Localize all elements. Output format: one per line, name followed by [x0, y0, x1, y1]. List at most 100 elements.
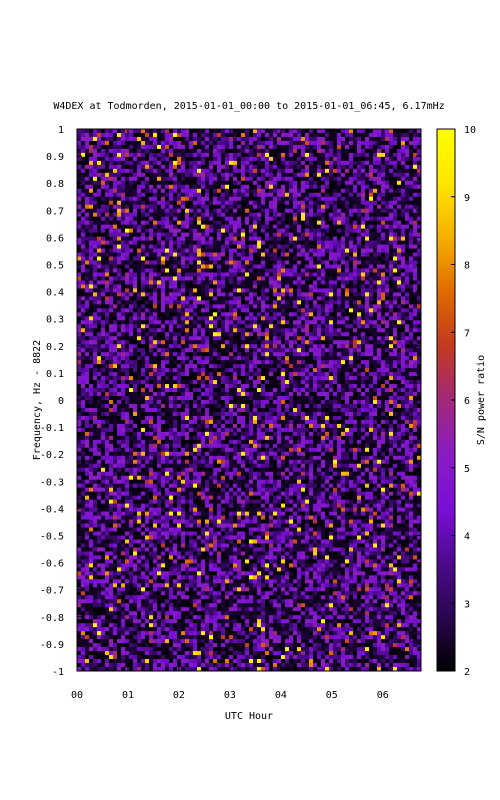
- heatmap-cell: [401, 224, 406, 230]
- heatmap-cell: [161, 328, 166, 333]
- heatmap-cell: [149, 332, 154, 337]
- heatmap-cell: [117, 168, 122, 174]
- heatmap-cell: [313, 136, 318, 142]
- heatmap-cell: [289, 272, 294, 277]
- heatmap-cell: [409, 176, 414, 182]
- heatmap-cell: [237, 200, 242, 206]
- heatmap-cell: [241, 212, 246, 218]
- heatmap-cell: [177, 356, 182, 361]
- heatmap-cell: [345, 192, 350, 198]
- heatmap-cell: [269, 148, 274, 154]
- heatmap-cell: [317, 132, 322, 138]
- heatmap-cell: [373, 188, 378, 194]
- heatmap-cell: [81, 140, 86, 146]
- heatmap-cell: [125, 248, 130, 253]
- heatmap-cell: [217, 280, 222, 285]
- heatmap-cell: [193, 232, 198, 238]
- heatmap-cell: [321, 292, 326, 297]
- heatmap-cell: [409, 320, 414, 325]
- heatmap-cell: [413, 196, 418, 202]
- heatmap-cell: [157, 308, 162, 313]
- heatmap-cell: [189, 324, 194, 329]
- heatmap-cell: [153, 264, 158, 269]
- heatmap-cell: [361, 164, 366, 170]
- heatmap-cell: [305, 196, 310, 202]
- heatmap-cell: [329, 156, 334, 162]
- heatmap-cell: [149, 228, 154, 234]
- heatmap-cell: [309, 140, 314, 146]
- heatmap-cell: [385, 260, 390, 265]
- heatmap-cell: [177, 316, 182, 321]
- heatmap-cell: [101, 220, 106, 226]
- heatmap-cell: [233, 296, 238, 301]
- heatmap-cell: [353, 168, 358, 174]
- heatmap-cell: [297, 304, 302, 309]
- heatmap-cell: [305, 280, 310, 285]
- heatmap-cell: [109, 348, 114, 353]
- heatmap-cell: [93, 176, 98, 182]
- heatmap-cell: [85, 156, 90, 162]
- heatmap-cell: [93, 284, 98, 289]
- heatmap-cell: [193, 256, 198, 261]
- heatmap-cell: [113, 236, 118, 241]
- heatmap-cell: [201, 348, 206, 353]
- heatmap-cell: [185, 180, 190, 186]
- heatmap-cell: [361, 340, 366, 345]
- heatmap-cell: [361, 180, 366, 186]
- heatmap-cell: [409, 200, 414, 206]
- heatmap-cell: [413, 320, 418, 325]
- heatmap-cell: [85, 144, 90, 150]
- heatmap-cell: [205, 232, 210, 238]
- heatmap-cell: [321, 340, 326, 345]
- heatmap-cell: [409, 156, 414, 162]
- heatmap-cell: [157, 152, 162, 158]
- heatmap-cell: [245, 236, 250, 241]
- heatmap-cell: [221, 200, 226, 206]
- heatmap-cell: [105, 280, 110, 285]
- heatmap-cell: [129, 244, 134, 249]
- heatmap-cell: [269, 132, 274, 138]
- heatmap-cell: [133, 340, 138, 345]
- heatmap-cell: [109, 132, 114, 138]
- heatmap-cell: [369, 324, 374, 329]
- heatmap-cell: [185, 132, 190, 138]
- heatmap-cell: [129, 236, 134, 241]
- heatmap-cell: [225, 256, 230, 261]
- heatmap-cell: [257, 224, 262, 230]
- heatmap-cell: [97, 132, 102, 138]
- heatmap-cell: [81, 156, 86, 162]
- heatmap-cell: [325, 228, 330, 234]
- heatmap-cell: [201, 332, 206, 337]
- heatmap-cell: [265, 216, 270, 222]
- heatmap-cell: [209, 196, 214, 202]
- heatmap-cell: [113, 300, 118, 305]
- heatmap-cell: [345, 144, 350, 150]
- heatmap-cell: [109, 332, 114, 337]
- heatmap-cell: [313, 188, 318, 194]
- heatmap-cell: [329, 320, 334, 325]
- heatmap-cell: [249, 348, 254, 353]
- heatmap-cell: [241, 144, 246, 150]
- heatmap-cell: [389, 148, 394, 154]
- heatmap-cell: [233, 208, 238, 214]
- heatmap-cell: [201, 180, 206, 186]
- heatmap-cell: [133, 196, 138, 202]
- heatmap-cell: [413, 192, 418, 198]
- heatmap-cell: [241, 164, 246, 170]
- heatmap-cell: [173, 340, 178, 345]
- heatmap-cell: [385, 208, 390, 214]
- heatmap-cell: [165, 188, 170, 194]
- heatmap-cell: [325, 308, 330, 313]
- heatmap-cell: [173, 172, 178, 178]
- heatmap-cell: [233, 148, 238, 154]
- heatmap-cell: [109, 316, 114, 321]
- heatmap-cell: [405, 148, 410, 154]
- heatmap-cell: [189, 296, 194, 301]
- heatmap-cell: [301, 228, 306, 234]
- heatmap-cell: [237, 164, 242, 170]
- heatmap-cell: [305, 284, 310, 289]
- heatmap-cell: [157, 248, 162, 253]
- heatmap-cell: [101, 256, 106, 261]
- heatmap-cell: [133, 332, 138, 337]
- heatmap-cell: [293, 268, 298, 273]
